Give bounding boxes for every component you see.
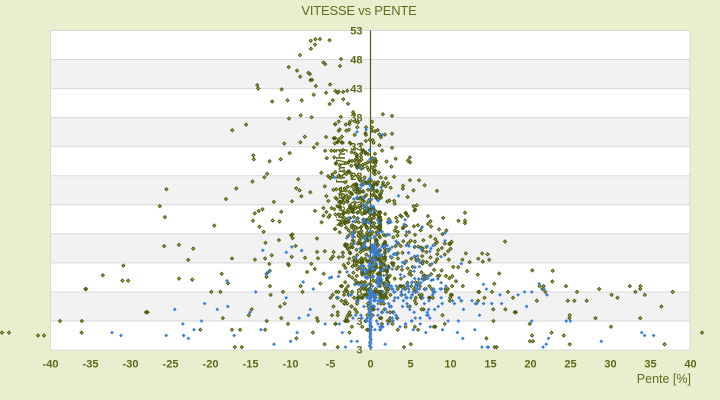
svg-text:-15: -15 — [243, 359, 259, 371]
svg-text:10: 10 — [444, 359, 456, 371]
svg-text:0: 0 — [367, 359, 373, 371]
svg-text:-10: -10 — [283, 359, 299, 371]
svg-text:53: 53 — [350, 26, 362, 38]
svg-text:48: 48 — [350, 55, 362, 67]
svg-text:-35: -35 — [83, 359, 99, 371]
svg-text:VITESSE vs PENTE: VITESSE vs PENTE — [301, 3, 417, 18]
svg-text:25: 25 — [564, 359, 576, 371]
svg-text:33: 33 — [350, 142, 362, 154]
svg-text:3: 3 — [356, 316, 362, 328]
svg-text:35: 35 — [644, 359, 656, 371]
svg-text:-40: -40 — [43, 359, 59, 371]
svg-text:-25: -25 — [163, 359, 179, 371]
svg-text:5: 5 — [407, 359, 413, 371]
svg-text:-30: -30 — [123, 359, 139, 371]
svg-text:43: 43 — [350, 84, 362, 96]
svg-text:30: 30 — [604, 359, 616, 371]
svg-text:-20: -20 — [203, 359, 219, 371]
svg-text:40: 40 — [684, 359, 696, 371]
svg-text:Pente [%]: Pente [%] — [637, 372, 691, 386]
svg-text:20: 20 — [524, 359, 536, 371]
svg-text:8: 8 — [356, 287, 362, 299]
svg-text:15: 15 — [484, 359, 496, 371]
svg-text:-5: -5 — [326, 359, 336, 371]
svg-text:3: 3 — [356, 345, 362, 357]
